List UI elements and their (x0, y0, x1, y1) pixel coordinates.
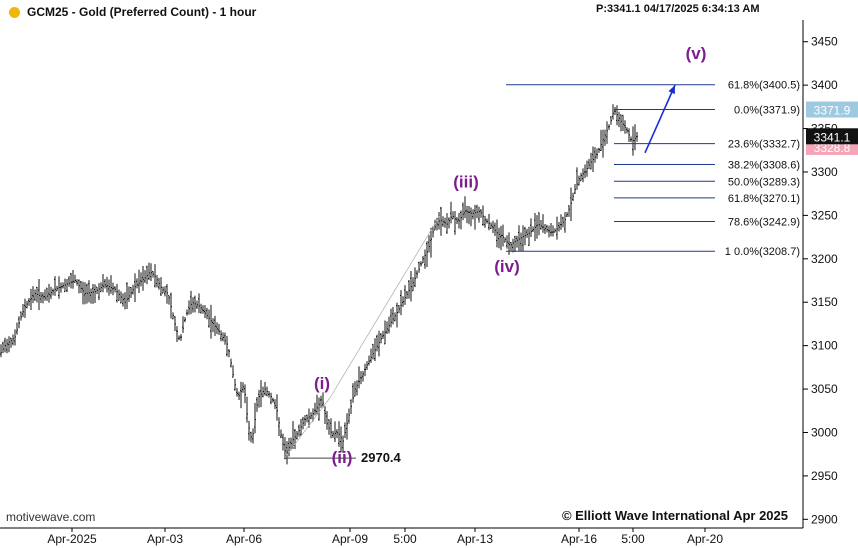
wave-guide-line (329, 215, 441, 398)
last-price-box (806, 128, 858, 145)
projection-arrow-head (668, 85, 675, 95)
wave-label: (v) (686, 44, 707, 63)
y-tick-label: 3300 (811, 165, 838, 179)
bid-price-label: 3328.8 (814, 141, 851, 155)
ask-price-label: 3371.9 (814, 104, 851, 118)
fib-level-label: 0.0%(3371.9) (734, 105, 800, 117)
y-tick-label: 3250 (811, 208, 838, 222)
y-tick-label: 3000 (811, 425, 838, 439)
fib-level-label: 61.8%(3400.5) (728, 80, 800, 92)
copyright: © Elliott Wave International Apr 2025 (562, 508, 788, 523)
low-level-label: 2970.4 (361, 450, 402, 465)
x-tick-label: Apr-13 (457, 532, 493, 546)
y-tick-label: 3450 (811, 35, 838, 49)
x-tick-label: 5:00 (621, 532, 645, 546)
wave-label: (iii) (453, 173, 479, 192)
y-tick-label: 3100 (811, 339, 838, 353)
x-tick-label: Apr-03 (147, 532, 183, 546)
x-tick-label: Apr-06 (226, 532, 262, 546)
fib-level-label: 78.6%(3242.9) (728, 217, 800, 229)
chart-title: GCM25 - Gold (Preferred Count) - 1 hour (27, 5, 257, 19)
fib-level-label: 23.6%(3332.7) (728, 139, 800, 151)
symbol-color-dot (9, 7, 20, 18)
watermark: motivewave.com (6, 510, 95, 524)
wave-guide-line (283, 397, 331, 459)
wave-label: (ii) (332, 448, 353, 467)
fib-level-label: 61.8%(3270.1) (728, 193, 800, 205)
x-tick-label: Apr-20 (687, 532, 723, 546)
wave-label: (i) (314, 374, 330, 393)
x-tick-label: Apr-2025 (47, 532, 97, 546)
fib-level-label: 50.0%(3289.3) (728, 176, 800, 188)
y-tick-label: 3400 (811, 78, 838, 92)
projection-arrow-shaft (644, 84, 676, 154)
y-tick-label: 3200 (811, 252, 838, 266)
y-tick-label: 3050 (811, 382, 838, 396)
y-tick-label: 3150 (811, 295, 838, 309)
y-tick-label: 2900 (811, 512, 838, 526)
x-tick-label: Apr-16 (561, 532, 597, 546)
x-tick-label: 5:00 (393, 532, 417, 546)
y-tick-label: 2950 (811, 469, 838, 483)
fib-level-label: 1 0.0%(3208.7) (725, 246, 800, 258)
price-time-readout: P:3341.1 04/17/2025 6:34:13 AM (596, 3, 760, 15)
wave-label: (iv) (494, 257, 520, 276)
ask-price-box (806, 101, 858, 118)
price-bars (0, 104, 638, 465)
last-price-label: 3341.1 (814, 130, 851, 144)
fib-level-label: 38.2%(3308.6) (728, 159, 800, 171)
x-tick-label: Apr-09 (332, 532, 368, 546)
